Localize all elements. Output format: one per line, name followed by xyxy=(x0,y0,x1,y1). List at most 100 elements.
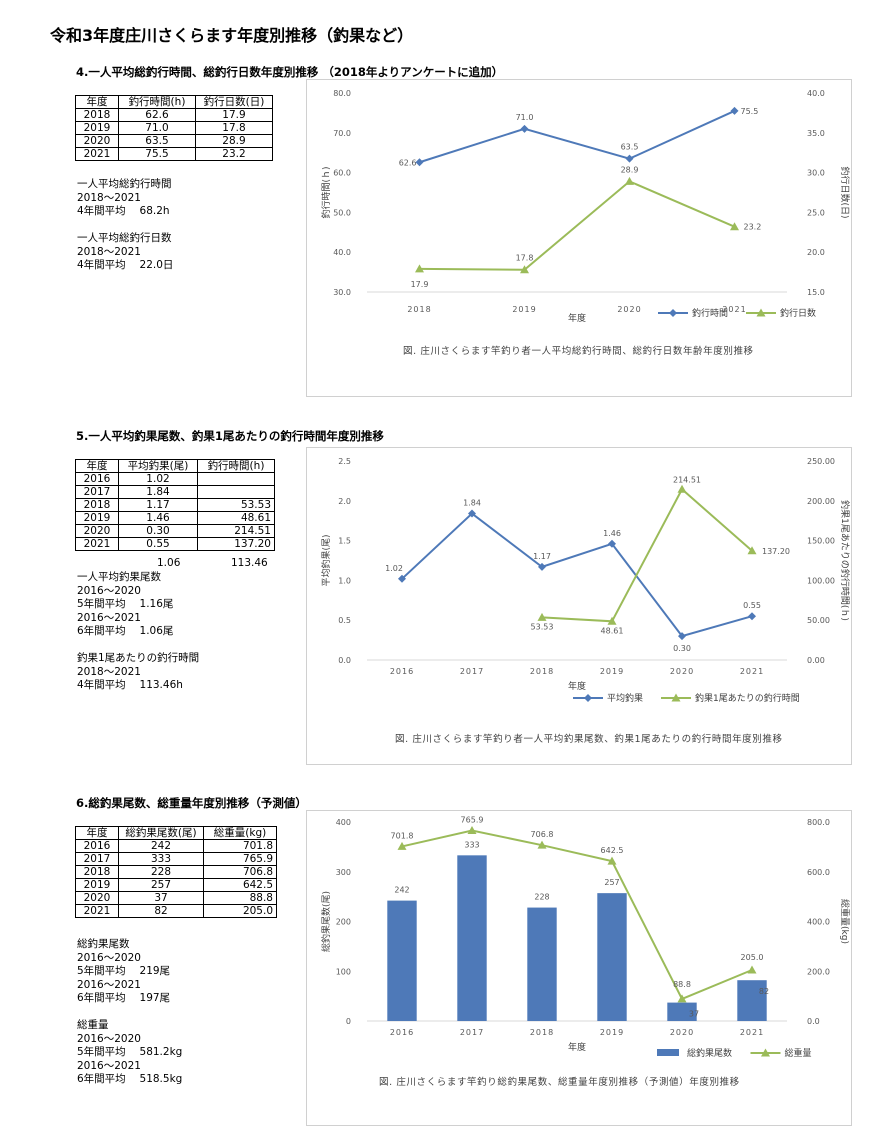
point-総重量 xyxy=(677,994,687,1003)
y-right-tick-label: 30.0 xyxy=(807,169,825,178)
table-cell: 2018 xyxy=(75,865,119,879)
point-平均釣果 xyxy=(468,509,476,518)
x-tick-label: 2020 xyxy=(670,1028,694,1037)
data-label: 257 xyxy=(604,878,619,887)
y-left-tick-label: 80.0 xyxy=(333,89,351,98)
y-right-tick-label: 800.0 xyxy=(807,818,830,827)
table-cell: 23.2 xyxy=(195,147,273,161)
table-cell: 1.46 xyxy=(118,511,198,525)
table-cell: 28.9 xyxy=(195,134,273,148)
x-tick-label: 2017 xyxy=(460,1028,484,1037)
series-line-釣行日数 xyxy=(419,180,735,271)
note-line: 2016～2021 xyxy=(77,978,141,991)
legend-label: 釣果1尾あたりの釣行時間 xyxy=(695,692,800,704)
chart-avg-catch-time-per-fish: 0.0 0.5 1.0 1.5 2.0 2.5 0.00 50.00 100.00 150.00 2… xyxy=(306,447,852,765)
x-axis-title: 年度 xyxy=(568,680,586,692)
note-line: 6年間平均 518.5kg xyxy=(77,1073,183,1085)
data-label: 88.8 xyxy=(673,980,691,989)
x-tick-label: 2019 xyxy=(512,305,536,314)
table-row: 2020 37 88.8 xyxy=(75,891,277,905)
table-cell: 706.8 xyxy=(203,865,277,879)
section5-below-avg-time: 113.46 xyxy=(231,557,268,569)
data-label: 1.02 xyxy=(385,564,403,573)
x-tick-label: 2017 xyxy=(460,667,484,676)
note-line: 一人平均総釣行時間 xyxy=(77,178,172,190)
legend-label: 総重量 xyxy=(785,1047,812,1059)
table-row: 2021 82 205.0 xyxy=(75,904,277,918)
table-cell: 63.5 xyxy=(118,134,196,148)
section4-heading: 4.一人平均総釣行時間、総釣行日数年度別推移 （2018年よりアンケートに追加） xyxy=(76,65,504,79)
data-label: 765.9 xyxy=(461,815,484,824)
y-left-tick-label: 50.0 xyxy=(333,208,351,217)
x-axis-title: 年度 xyxy=(568,1041,586,1053)
data-label: 205.0 xyxy=(741,953,764,962)
y-right-tick-label: 50.00 xyxy=(807,616,830,625)
y-right-tick-label: 0.00 xyxy=(807,656,825,665)
point-釣果1尾あたりの釣行時間 xyxy=(747,546,757,555)
table-cell: 765.9 xyxy=(203,852,277,866)
table-header-row: 年度 釣行時間(h) 釣行日数(日) xyxy=(75,95,273,109)
table-cell: 1.17 xyxy=(118,498,198,512)
y-right-tick-label: 0.0 xyxy=(807,1017,820,1026)
chart-fishing-time-days-svg: 30.0 40.0 50.0 60.0 70.0 80.0 15.0 20.0 25.0 30.0… xyxy=(320,89,851,357)
table-cell: 17.9 xyxy=(195,108,273,122)
table-cell: 1.84 xyxy=(118,485,198,499)
series-line-平均釣果 xyxy=(401,512,753,638)
table-cell: 0.55 xyxy=(118,537,198,551)
data-label: 1.17 xyxy=(533,552,551,561)
table-row: 2017 333 765.9 xyxy=(75,852,277,866)
section6-table: 年度 総釣果尾数(尾) 総重量(kg) 2016 242 701.8 2017 333 765.… xyxy=(75,826,277,918)
table-cell xyxy=(197,472,275,486)
point-釣行日数 xyxy=(730,222,739,231)
data-label: 63.5 xyxy=(621,143,639,152)
chart-caption: 図. 庄川さくらます竿釣り総釣果尾数、総重量年度別推移（予測値）年度別推移 xyxy=(379,1076,740,1088)
table-cell: 2019 xyxy=(75,121,119,135)
table-row: 2018 1.17 53.53 xyxy=(75,498,275,512)
table-cell: 2016 xyxy=(75,472,119,486)
data-label: 228 xyxy=(534,893,549,902)
table-cell: 333 xyxy=(118,852,204,866)
y-left-tick-label: 100 xyxy=(336,967,351,976)
y-right-tick-label: 35.0 xyxy=(807,129,825,138)
y-right-tick-label: 600.0 xyxy=(807,868,830,877)
note-line: 6年間平均 197尾 xyxy=(77,992,171,1004)
point-釣行日数 xyxy=(415,264,424,273)
table-header-cell: 総重量(kg) xyxy=(203,826,277,840)
series-line-釣果1尾あたりの釣行時間 xyxy=(541,487,753,623)
table-header-cell: 釣行日数(日) xyxy=(195,95,273,109)
data-label: 53.53 xyxy=(531,622,554,631)
note-line: 5年間平均 219尾 xyxy=(77,965,171,977)
note-line: 2018～2021 xyxy=(77,665,141,678)
table-cell: 88.8 xyxy=(203,891,277,905)
table-cell: 205.0 xyxy=(203,904,277,918)
y-left-tick-label: 70.0 xyxy=(333,129,351,138)
section5-notes: 一人平均釣果尾数 2016～2020 5年間平均 1.16尾 2016～2021 6年間… xyxy=(77,571,199,693)
x-tick-label: 2019 xyxy=(600,667,624,676)
chart-total-catch-weight-svg: 0 100 200 300 400 0.0 200.0 400.0 600.0 800.0 2016… xyxy=(320,815,851,1088)
point-平均釣果 xyxy=(398,574,406,583)
table-row: 2016 242 701.8 xyxy=(75,839,277,853)
chart-caption: 図. 庄川さくらます竿釣り者一人平均釣果尾数、釣果1尾あたりの釣行時間年度別推移 xyxy=(395,733,783,745)
y-left-tick-label: 1.0 xyxy=(338,576,351,585)
table-cell: 53.53 xyxy=(197,498,275,512)
chart-fishing-time-days: 30.0 40.0 50.0 60.0 70.0 80.0 15.0 20.0 25.0 30.0… xyxy=(306,79,852,397)
data-label: 0.30 xyxy=(673,644,691,653)
point-釣行時間 xyxy=(520,124,529,133)
table-header-cell: 釣行時間(h) xyxy=(197,459,275,473)
data-label: 75.5 xyxy=(741,107,759,116)
y-left-axis-title: 平均釣果(尾) xyxy=(320,534,332,586)
data-label: 17.8 xyxy=(516,254,534,263)
note-line: 4年間平均 22.0日 xyxy=(77,259,174,271)
y-right-tick-label: 250.00 xyxy=(807,457,835,466)
note-line: 4年間平均 113.46h xyxy=(77,679,183,691)
legend-marker-総重量 xyxy=(761,1048,770,1057)
table-cell: 75.5 xyxy=(118,147,196,161)
data-label: 137.20 xyxy=(762,547,790,556)
data-label: 17.9 xyxy=(411,280,429,289)
legend-label: 平均釣果 xyxy=(607,692,643,704)
y-left-tick-label: 0.5 xyxy=(338,616,351,625)
y-left-tick-label: 40.0 xyxy=(333,248,351,257)
table-row: 2021 0.55 137.20 xyxy=(75,537,275,551)
x-tick-label: 2021 xyxy=(740,1028,764,1037)
y-right-tick-label: 25.0 xyxy=(807,208,825,217)
